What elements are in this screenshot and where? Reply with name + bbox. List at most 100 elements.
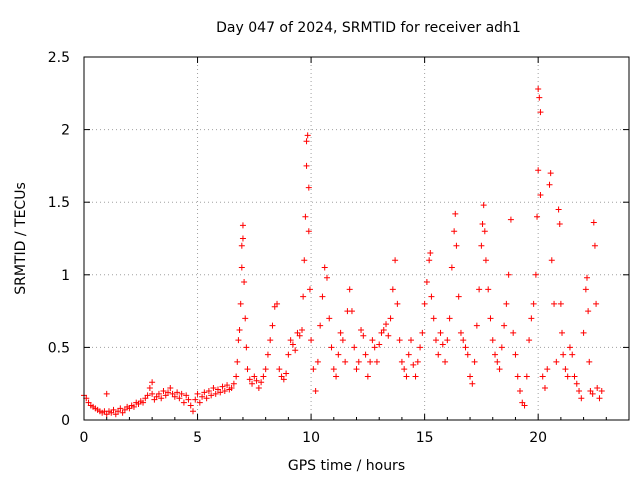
data-point <box>219 383 226 390</box>
data-point <box>523 373 530 380</box>
axis-ticks: 0 5 10 15 20 0 0.5 1 1.5 2 2.5 <box>48 50 629 446</box>
data-point <box>586 358 593 365</box>
data-point <box>212 390 219 397</box>
data-point <box>187 402 194 409</box>
data-point <box>319 293 326 300</box>
data-point <box>417 344 424 351</box>
data-point <box>412 373 419 380</box>
data-point <box>383 321 390 328</box>
data-point <box>469 380 476 387</box>
data-point <box>171 393 178 400</box>
data-point <box>208 392 215 399</box>
data-point <box>487 315 494 322</box>
data-point <box>437 329 444 336</box>
data-point <box>183 392 190 399</box>
data-point <box>210 385 217 392</box>
data-point <box>505 271 512 278</box>
data-point <box>144 392 151 399</box>
data-point <box>410 361 417 368</box>
grid-lines <box>84 57 629 420</box>
data-point <box>110 406 117 413</box>
data-point <box>583 274 590 281</box>
data-point <box>492 351 499 358</box>
data-point <box>217 389 224 396</box>
data-point <box>535 85 542 92</box>
data-point <box>485 286 492 293</box>
data-point <box>476 286 483 293</box>
data-point <box>323 274 330 281</box>
data-point <box>591 242 598 249</box>
data-point <box>408 337 414 344</box>
x-tick-label: 20 <box>529 430 547 446</box>
data-point <box>547 170 554 177</box>
y-tick-label: 1 <box>61 268 70 284</box>
x-tick-label: 5 <box>193 430 202 446</box>
data-point <box>593 300 600 307</box>
data-point <box>276 366 283 373</box>
data-point <box>453 242 460 249</box>
data-point <box>566 344 573 351</box>
data-point <box>314 358 321 365</box>
y-axis-label: SRMTID / TECUs <box>13 182 29 295</box>
data-point <box>306 286 313 293</box>
data-point <box>258 379 265 386</box>
data-point <box>551 300 558 307</box>
data-point <box>199 393 206 400</box>
data-point <box>376 341 383 348</box>
data-point <box>556 220 563 227</box>
data-point <box>544 366 551 373</box>
y-tick-label: 0 <box>61 413 70 429</box>
data-point <box>514 373 521 380</box>
data-point <box>442 358 449 365</box>
data-point <box>367 358 374 365</box>
data-point <box>296 332 303 339</box>
data-point <box>560 351 567 358</box>
data-point <box>196 399 203 406</box>
data-point <box>243 344 250 351</box>
data-point <box>559 329 566 336</box>
data-point <box>596 395 603 402</box>
data-point <box>194 390 201 397</box>
data-point <box>310 366 317 373</box>
data-point <box>380 326 387 333</box>
data-point <box>234 358 241 365</box>
data-point <box>528 315 535 322</box>
data-points <box>81 85 605 418</box>
data-point <box>430 315 437 322</box>
data-point <box>130 403 137 410</box>
data-point <box>482 257 489 264</box>
data-point <box>305 228 312 235</box>
y-tick-label: 1.5 <box>48 195 70 211</box>
data-point <box>580 329 587 336</box>
data-point <box>246 376 253 383</box>
data-point <box>235 337 242 344</box>
data-point <box>387 315 394 322</box>
data-point <box>305 184 312 191</box>
data-point <box>362 351 369 358</box>
data-point <box>435 351 442 358</box>
data-point <box>507 216 514 223</box>
data-point <box>117 405 124 412</box>
data-point <box>267 337 274 344</box>
data-point <box>471 358 478 365</box>
data-point <box>287 337 294 344</box>
data-point <box>526 337 533 344</box>
data-point <box>242 315 249 322</box>
data-point <box>451 228 458 235</box>
data-point <box>373 358 380 365</box>
data-point <box>594 385 601 392</box>
y-tick-label: 2.5 <box>48 50 70 66</box>
data-point <box>237 300 244 307</box>
data-point <box>238 242 245 249</box>
data-point <box>489 337 496 344</box>
data-point <box>403 373 410 380</box>
data-point <box>389 286 396 293</box>
data-point <box>348 308 355 315</box>
data-point <box>251 373 258 380</box>
data-point <box>414 358 421 365</box>
data-point <box>585 308 592 315</box>
data-point <box>439 341 446 348</box>
y-tick-label: 0.5 <box>48 340 70 356</box>
data-point <box>149 379 156 386</box>
data-point <box>158 395 165 402</box>
